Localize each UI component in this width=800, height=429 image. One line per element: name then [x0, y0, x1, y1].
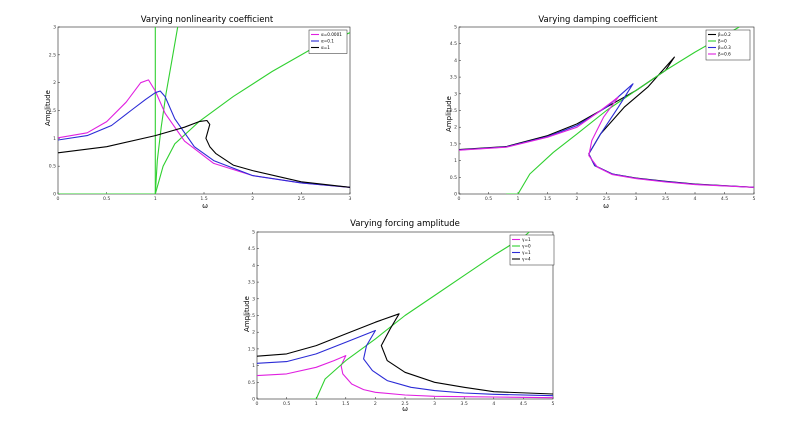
x-tick-label: 2 [374, 401, 377, 407]
y-tick-label: 1 [252, 363, 255, 369]
y-tick-label: 1 [454, 158, 457, 164]
x-tick-label: 2.5 [298, 196, 305, 202]
x-tick-label: 0.5 [283, 401, 290, 407]
y-tick-label: 0 [252, 397, 255, 403]
x-tick-label: 4 [492, 401, 495, 407]
legend-label: γ=0 [522, 244, 531, 249]
x-axis-label: ω [603, 202, 609, 210]
y-tick-label: 1.5 [49, 108, 56, 114]
x-axis-label: ω [402, 405, 408, 413]
legend-label: β=0.3 [718, 45, 731, 50]
x-tick-label: 0.5 [103, 196, 110, 202]
y-axis-label: Amplitude [445, 96, 453, 132]
series-line [506, 27, 740, 194]
series-line [257, 329, 553, 397]
x-tick-label: 1.5 [342, 401, 349, 407]
legend-label: β=0.2 [718, 32, 731, 37]
y-tick-label: 2 [252, 330, 255, 336]
series-line [459, 96, 754, 188]
y-tick-label: 2 [53, 80, 56, 86]
y-tick-label: 0 [53, 192, 56, 198]
legend-label: γ=1 [522, 237, 531, 242]
x-tick-label: 3 [349, 196, 352, 202]
x-tick-label: 1.5 [544, 196, 551, 202]
y-axis-label: Amplitude [243, 296, 251, 332]
series-line [257, 355, 553, 399]
legend-label: γ=4 [522, 257, 531, 262]
x-tick-label: 2 [576, 196, 579, 202]
y-tick-label: 2.5 [248, 313, 255, 319]
x-tick-label: 0 [256, 401, 259, 407]
x-tick-label: 5 [753, 196, 756, 202]
x-tick-label: 0 [458, 196, 461, 202]
y-tick-label: 3 [252, 296, 255, 302]
legend-label: γ=1 [522, 250, 531, 255]
x-tick-label: 4.5 [721, 196, 728, 202]
y-tick-label: 4 [454, 58, 457, 64]
x-tick-label: 1 [517, 196, 520, 202]
y-tick-label: 3 [53, 25, 56, 31]
series-line [257, 313, 553, 395]
y-tick-label: 0.5 [450, 175, 457, 181]
y-tick-label: 5 [252, 230, 255, 236]
x-tick-label: 2 [251, 196, 254, 202]
x-tick-label: 2.5 [401, 401, 408, 407]
legend-label: β=0 [718, 39, 727, 44]
x-tick-label: 3.5 [461, 401, 468, 407]
x-tick-label: 5 [552, 401, 555, 407]
x-tick-label: 3 [635, 196, 638, 202]
x-tick-label: 4 [694, 196, 697, 202]
x-tick-label: 1 [315, 401, 318, 407]
series-line [58, 90, 350, 188]
legend-label: β=0.6 [718, 52, 731, 57]
y-tick-label: 5 [454, 25, 457, 31]
series-line [310, 232, 530, 399]
y-tick-label: 4 [252, 263, 255, 269]
y-tick-label: 3.5 [450, 75, 457, 81]
chart-title: Varying nonlinearity coefficient [141, 15, 274, 25]
backbone-line [58, 27, 156, 194]
x-tick-label: 4.5 [520, 401, 527, 407]
y-tick-label: 0 [454, 192, 457, 198]
x-tick-label: 1 [154, 196, 157, 202]
y-tick-label: 2.5 [49, 52, 56, 58]
y-tick-label: 4.5 [450, 41, 457, 47]
y-tick-label: 2.5 [450, 108, 457, 114]
chart-title: Varying damping coefficient [538, 15, 658, 25]
y-tick-label: 3 [454, 91, 457, 97]
x-tick-label: 0 [57, 196, 60, 202]
legend-label: α=1 [321, 45, 330, 50]
y-tick-label: 2 [454, 125, 457, 131]
x-tick-label: 0.5 [485, 196, 492, 202]
y-tick-label: 1 [53, 136, 56, 142]
series-line [58, 119, 350, 188]
x-axis-label: ω [202, 202, 208, 210]
legend-label: α=0.1 [321, 39, 334, 44]
y-tick-label: 1.5 [248, 346, 255, 352]
backbone-line [154, 32, 350, 194]
nonlinearity-chart: Varying nonlinearity coefficient Amplitu… [44, 15, 352, 210]
y-tick-label: 1.5 [450, 141, 457, 147]
x-tick-label: 1.5 [200, 196, 207, 202]
damping-chart: Varying damping coefficient Amplitude ω … [445, 15, 756, 210]
y-tick-label: 0.5 [248, 380, 255, 386]
x-tick-label: 3 [433, 401, 436, 407]
chart-title: Varying forcing amplitude [350, 219, 460, 229]
y-tick-label: 3.5 [248, 280, 255, 286]
x-tick-label: 2.5 [603, 196, 610, 202]
y-tick-label: 0.5 [49, 164, 56, 170]
x-tick-label: 3.5 [662, 196, 669, 202]
y-tick-label: 4.5 [248, 246, 255, 252]
legend-label: α=0.0001 [321, 32, 342, 37]
y-axis-label: Amplitude [44, 90, 52, 126]
